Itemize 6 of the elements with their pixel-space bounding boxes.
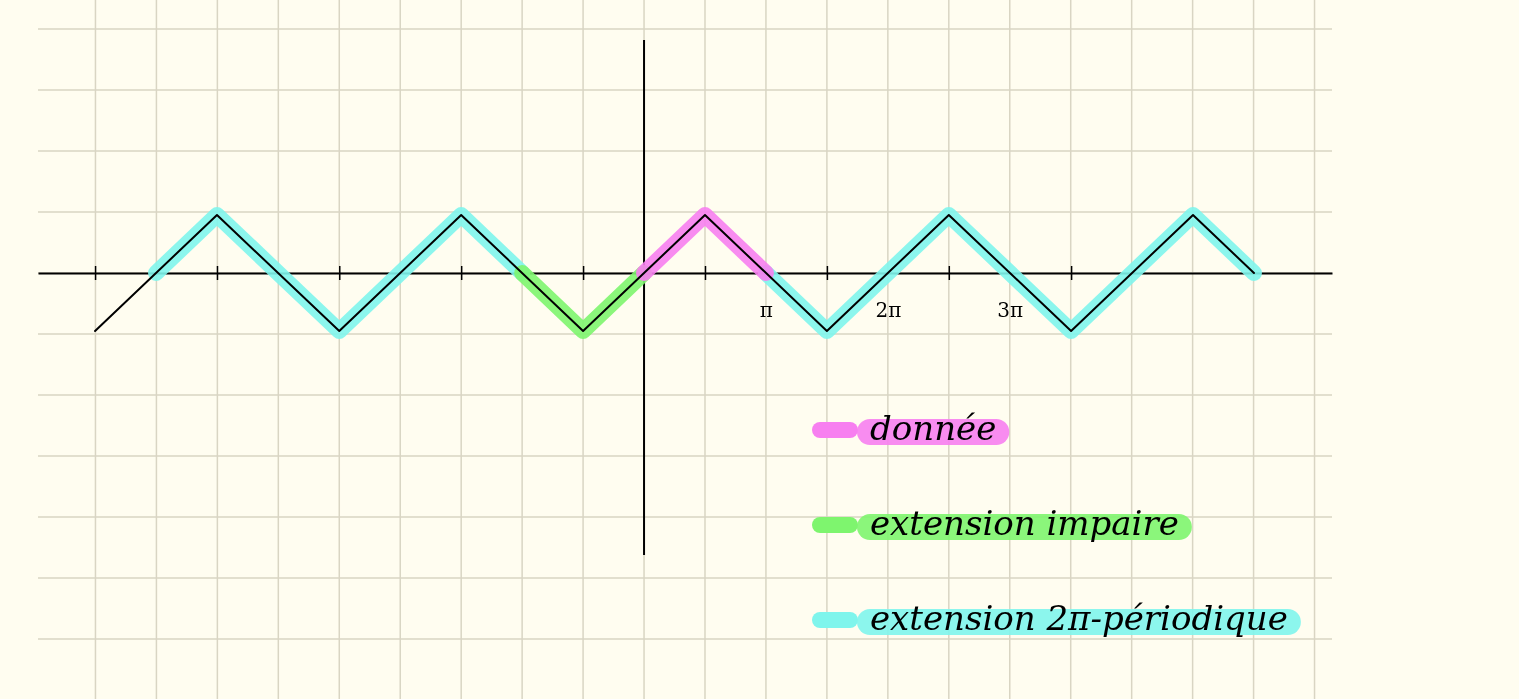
x-tick-label: 2π [875, 298, 902, 323]
x-tick-label: π [759, 298, 774, 323]
legend-label: donnée [870, 408, 997, 448]
legend-label: extension 2π-périodique [870, 598, 1288, 638]
x-tick-label: 3π [997, 298, 1024, 323]
legend-label: extension impaire [870, 503, 1179, 543]
